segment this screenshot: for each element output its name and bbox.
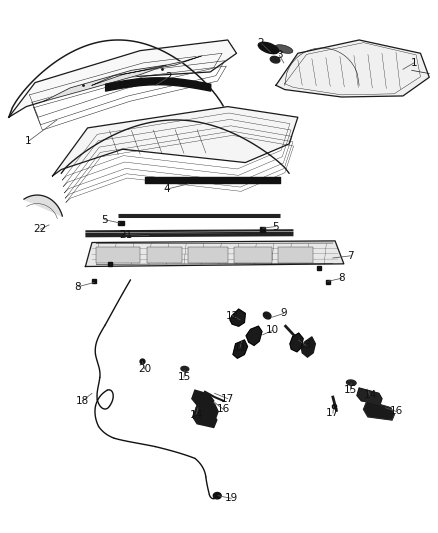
Text: 21: 21 xyxy=(120,230,133,239)
Polygon shape xyxy=(44,65,166,101)
Text: 13: 13 xyxy=(299,341,312,350)
Polygon shape xyxy=(196,400,218,418)
Bar xyxy=(96,247,140,263)
Polygon shape xyxy=(276,40,429,97)
Text: 22: 22 xyxy=(34,224,47,234)
Ellipse shape xyxy=(263,312,271,319)
Text: 9: 9 xyxy=(280,309,287,318)
Text: 7: 7 xyxy=(347,251,354,261)
Text: 10: 10 xyxy=(266,326,279,335)
Ellipse shape xyxy=(258,42,279,54)
Text: 15: 15 xyxy=(344,385,357,395)
Text: 18: 18 xyxy=(76,396,89,406)
Text: 2: 2 xyxy=(165,72,172,82)
Polygon shape xyxy=(230,309,245,326)
Bar xyxy=(147,247,182,263)
Polygon shape xyxy=(233,340,247,358)
Text: 4: 4 xyxy=(163,184,170,194)
Text: 3: 3 xyxy=(276,51,283,60)
Ellipse shape xyxy=(275,45,293,53)
Polygon shape xyxy=(24,195,62,216)
Bar xyxy=(234,247,272,263)
Polygon shape xyxy=(92,56,201,85)
Text: 5: 5 xyxy=(101,215,108,224)
Text: 1: 1 xyxy=(410,58,417,68)
Ellipse shape xyxy=(213,492,221,499)
Text: 12: 12 xyxy=(226,311,239,320)
Polygon shape xyxy=(192,390,214,408)
Text: 20: 20 xyxy=(138,364,151,374)
Polygon shape xyxy=(85,241,344,266)
Text: 14: 14 xyxy=(364,391,377,400)
Text: 5: 5 xyxy=(272,222,279,231)
Text: 17: 17 xyxy=(326,408,339,418)
Ellipse shape xyxy=(181,366,189,372)
Polygon shape xyxy=(53,107,298,176)
Polygon shape xyxy=(290,333,303,352)
Text: 14: 14 xyxy=(190,410,203,419)
Ellipse shape xyxy=(346,380,356,385)
Text: 19: 19 xyxy=(225,494,238,503)
Text: 8: 8 xyxy=(74,282,81,292)
Polygon shape xyxy=(9,40,237,117)
Bar xyxy=(188,247,228,263)
Bar xyxy=(118,221,124,225)
Polygon shape xyxy=(357,388,382,404)
Bar xyxy=(260,227,265,232)
Text: 2: 2 xyxy=(257,38,264,47)
Polygon shape xyxy=(246,326,262,345)
Bar xyxy=(278,247,313,263)
Text: 15: 15 xyxy=(177,373,191,382)
Ellipse shape xyxy=(270,56,280,63)
Text: 11: 11 xyxy=(233,343,247,352)
Text: 17: 17 xyxy=(221,394,234,403)
Polygon shape xyxy=(301,337,315,357)
Polygon shape xyxy=(193,408,217,427)
Text: 16: 16 xyxy=(390,407,403,416)
Text: 1: 1 xyxy=(25,136,32,146)
Text: 16: 16 xyxy=(217,405,230,414)
Text: 8: 8 xyxy=(338,273,345,283)
Polygon shape xyxy=(364,401,394,420)
